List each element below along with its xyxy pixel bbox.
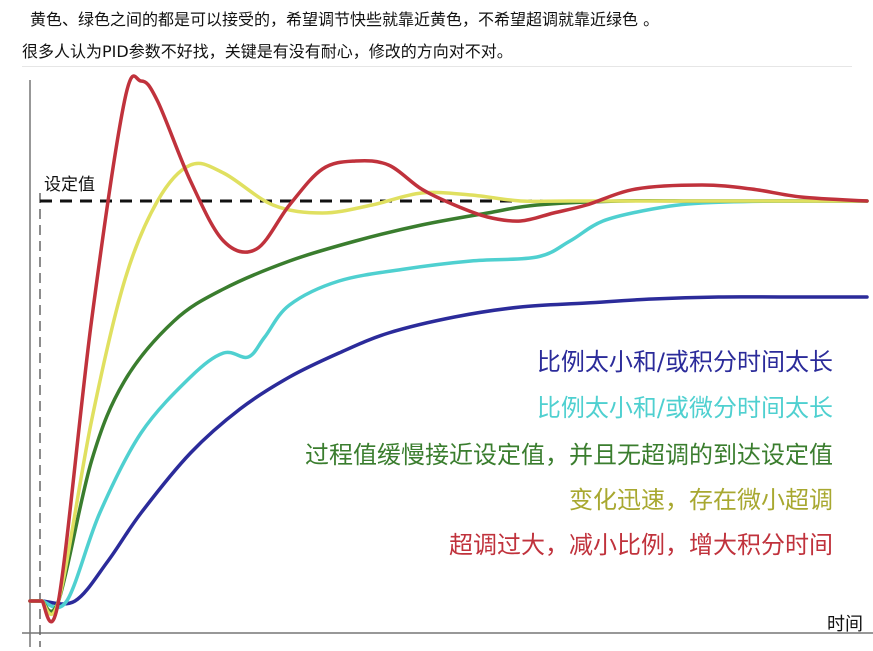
legend-entry-2: 比例太小和/或微分时间太长	[537, 394, 833, 422]
legend-entry-4: 变化迅速，存在微小超调	[569, 486, 833, 514]
series-line-2	[28, 199, 869, 610]
article-line-1: 黄色、绿色之间的都是可以接受的，希望调节快些就靠近黄色，不希望超调就靠近绿色 。	[30, 10, 660, 29]
divider	[22, 66, 852, 67]
legend-entry-3: 过程值缓慢接近设定值，并且无超调的到达设定值	[305, 441, 833, 469]
legend-entry-5: 超调过大，减小比例，增大积分时间	[449, 531, 833, 559]
series-line-4	[28, 161, 869, 617]
legend-entry-1: 比例太小和/或积分时间太长	[537, 348, 833, 376]
setpoint-label: 设定值	[44, 175, 95, 195]
series-line-1	[28, 295, 869, 606]
legend-layer: 比例太小和/或积分时间太长比例太小和/或微分时间太长过程值缓慢接近设定值，并且无…	[305, 348, 833, 559]
article-line-2: 很多人认为PID参数不好找，关键是有没有耐心，修改的方向对不对。	[22, 42, 513, 61]
pid-response-chart: 设定值时间 比例太小和/或积分时间太长 比例太小和/或微分时间太长过程值缓慢接近设…	[22, 68, 873, 647]
x-axis-label: 时间	[827, 614, 863, 635]
series-layer	[28, 74, 869, 624]
series-line-5	[28, 74, 869, 624]
